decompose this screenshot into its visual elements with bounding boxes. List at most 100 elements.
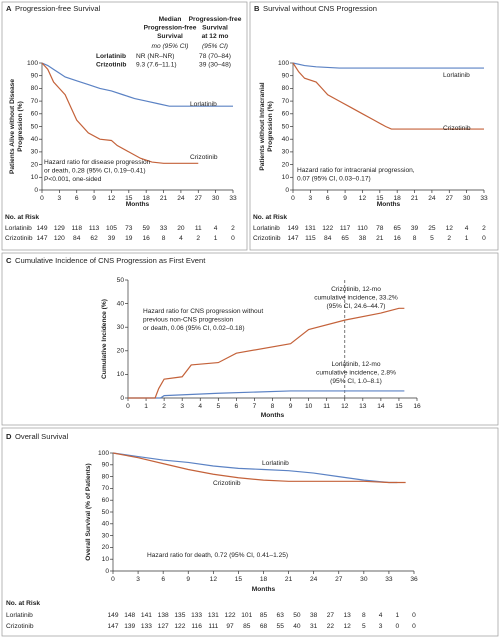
panel-letter: D [6, 432, 12, 441]
risk-count: 25 [428, 225, 436, 232]
panel-border [1, 1, 248, 251]
x-tick-label: 0 [111, 576, 115, 583]
risk-count: 62 [90, 235, 98, 242]
survival-curve [292, 62, 484, 130]
x-tick-label: 3 [136, 576, 140, 583]
x-tick-label: 8 [271, 403, 275, 410]
x-tick-label: 6 [75, 195, 79, 202]
risk-count: 2 [231, 225, 235, 232]
x-tick-label: 5 [216, 403, 220, 410]
risk-count: 149 [107, 612, 118, 619]
y-tick-label: 0 [285, 187, 289, 194]
x-tick-label: 12 [359, 195, 367, 202]
x-tick-label: 21 [411, 195, 419, 202]
table-cell: 78 (70–84) [199, 53, 231, 60]
x-tick-label: 30 [360, 576, 368, 583]
x-tick-label: 15 [376, 195, 384, 202]
risk-count: 59 [143, 225, 151, 232]
x-tick-label: 21 [160, 195, 168, 202]
x-tick-label: 15 [395, 403, 403, 410]
risk-count: 84 [324, 235, 332, 242]
risk-count: 8 [162, 235, 166, 242]
y-tick-label: 40 [102, 521, 110, 528]
risk-row-name: Crizotinib [6, 623, 34, 630]
x-tick-label: 27 [335, 576, 343, 583]
table-cell: 9.3 (7.6–11.1) [136, 61, 177, 68]
table-unit: mo (95% CI) [151, 43, 188, 50]
risk-count: 39 [108, 235, 116, 242]
risk-count: 113 [89, 225, 100, 232]
risk-count: 11 [195, 225, 202, 232]
risk-count: 0 [482, 235, 486, 242]
series-label: Lorlatinib [262, 460, 289, 467]
risk-count: 38 [310, 612, 318, 619]
risk-count: 111 [208, 623, 218, 630]
y-tick-label: 40 [31, 136, 39, 143]
annotation: Hazard ratio for CNS progression without [143, 308, 263, 315]
x-tick-label: 33 [480, 195, 488, 202]
annotation: 0.07 (95% CI, 0.03–0.17) [297, 175, 371, 182]
risk-count: 0 [412, 623, 416, 630]
x-tick-label: 12 [210, 576, 218, 583]
survival-curve [128, 307, 405, 399]
risk-count: 4 [179, 235, 183, 242]
risk-count: 122 [225, 612, 236, 619]
risk-count: 4 [214, 225, 218, 232]
risk-row-name: Crizotinib [5, 235, 33, 242]
panel-letter: C [6, 256, 12, 265]
risk-count: 122 [174, 623, 185, 630]
x-tick-label: 12 [341, 403, 349, 410]
survival-curve [292, 62, 484, 69]
risk-row-name: Lorlatinib [253, 225, 280, 232]
x-tick-label: 13 [359, 403, 367, 410]
x-tick-label: 3 [180, 403, 184, 410]
y-tick-label: 50 [117, 277, 125, 284]
x-axis-label: Months [377, 201, 401, 208]
x-tick-label: 30 [212, 195, 220, 202]
risk-count: 133 [191, 612, 202, 619]
x-tick-label: 21 [285, 576, 293, 583]
risk-count: 55 [277, 623, 285, 630]
y-tick-label: 60 [31, 111, 39, 118]
risk-count: 3 [379, 623, 383, 630]
y-tick-label: 20 [117, 348, 125, 355]
risk-row-name: Crizotinib [253, 235, 281, 242]
panel-title: Overall Survival [15, 432, 68, 441]
risk-count: 135 [174, 612, 185, 619]
y-tick-label: 0 [120, 395, 124, 402]
survival-curve [112, 452, 398, 484]
x-tick-label: 11 [323, 403, 330, 410]
risk-count: 39 [411, 225, 419, 232]
risk-count: 97 [226, 623, 234, 630]
risk-count: 27 [327, 612, 335, 619]
risk-count: 13 [343, 612, 351, 619]
survival-curve [112, 452, 406, 484]
risk-row-name: Lorlatinib [5, 225, 32, 232]
x-tick-label: 7 [253, 403, 257, 410]
risk-count: 1 [465, 235, 469, 242]
y-tick-label: 30 [117, 324, 125, 331]
series-label: Crizotinib [213, 480, 241, 487]
risk-count: 40 [293, 623, 301, 630]
risk-count: 138 [158, 612, 169, 619]
x-tick-label: 6 [326, 195, 330, 202]
risk-count: 68 [260, 623, 268, 630]
risk-count: 149 [287, 225, 298, 232]
y-tick-label: 80 [31, 85, 39, 92]
survival-curve [41, 62, 199, 164]
x-tick-label: 15 [235, 576, 243, 583]
risk-count: 101 [241, 612, 252, 619]
x-tick-label: 27 [195, 195, 203, 202]
series-label: Crizotinib [443, 125, 471, 132]
panel-letter: B [254, 4, 260, 13]
x-tick-label: 33 [385, 576, 393, 583]
risk-count: 129 [54, 225, 65, 232]
risk-count: 0 [412, 612, 416, 619]
y-tick-label: 10 [31, 174, 39, 181]
panel-border [1, 252, 499, 426]
y-tick-label: 20 [282, 161, 290, 168]
table-header: Survival [202, 24, 228, 31]
risk-count: 116 [191, 623, 202, 630]
x-axis-label: Months [252, 586, 276, 593]
risk-count: 148 [124, 612, 135, 619]
